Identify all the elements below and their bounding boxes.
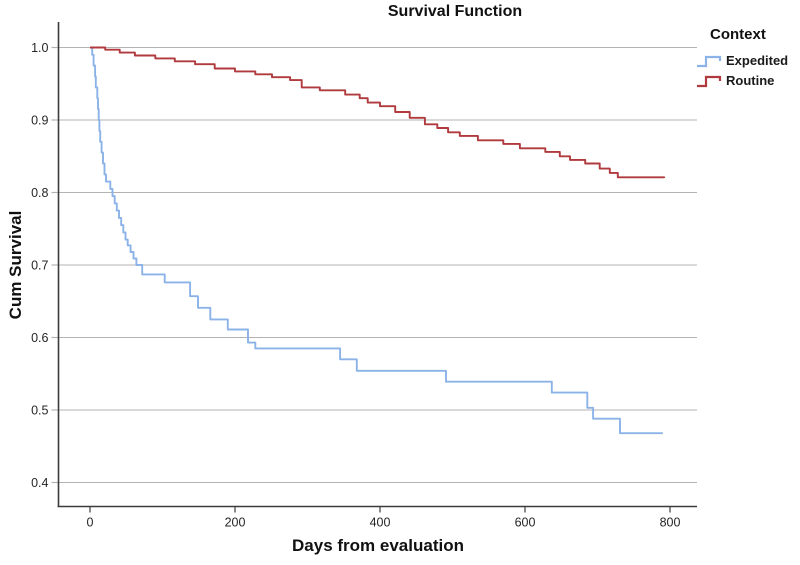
routine-step-icon xyxy=(697,75,722,87)
legend-item-label: Routine xyxy=(726,73,775,88)
y-axis-title: Cum Survival xyxy=(6,210,25,320)
x-tick-label: 0 xyxy=(87,516,94,530)
legend-title: Context xyxy=(710,26,766,43)
x-tick-label: 400 xyxy=(370,516,391,530)
expedited-step-icon xyxy=(697,55,722,67)
chart-title: Survival Function xyxy=(387,3,523,20)
y-tick-label: 0.6 xyxy=(31,331,48,345)
legend: Context Expedited Routine xyxy=(696,26,800,93)
y-tick-label: 1.0 xyxy=(31,41,48,55)
y-tick-label: 0.8 xyxy=(31,186,48,200)
legend-item-expedited: Expedited xyxy=(696,53,800,68)
x-axis-title: Days from evaluation xyxy=(292,536,464,555)
legend-item-label: Expedited xyxy=(726,53,789,68)
y-tick-label: 0.9 xyxy=(31,114,48,128)
y-tick-label: 0.4 xyxy=(31,476,48,490)
y-tick-label: 0.5 xyxy=(31,404,48,418)
routine-curve xyxy=(90,46,666,179)
expedited-curve xyxy=(90,46,663,435)
x-tick-label: 600 xyxy=(515,516,536,530)
x-tick-label: 200 xyxy=(225,516,246,530)
y-tick-label: 0.7 xyxy=(31,259,48,273)
legend-item-routine: Routine xyxy=(696,73,800,88)
x-tick-label: 800 xyxy=(660,516,681,530)
